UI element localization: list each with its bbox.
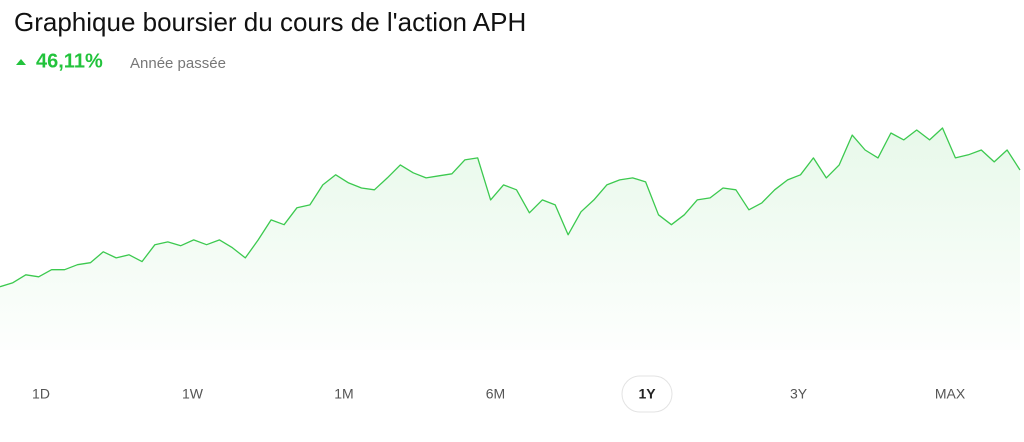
change-percent: 46,11% — [36, 50, 103, 72]
range-button[interactable]: 3Y — [790, 386, 808, 402]
area — [0, 128, 1020, 350]
range-button[interactable]: 1Y — [638, 386, 656, 402]
range-selected-pill — [621, 375, 673, 413]
period-label: Année passée — [130, 55, 226, 72]
range-button[interactable]: 6M — [486, 386, 505, 402]
range-button[interactable]: 1W — [182, 386, 204, 402]
price-line — [0, 127, 1021, 288]
chart-title: Graphique boursier du cours de l'action … — [14, 7, 526, 37]
range-button[interactable]: MAX — [935, 386, 966, 402]
range-button[interactable]: 1D — [32, 386, 50, 402]
range-button[interactable]: 1M — [334, 386, 353, 402]
up-arrow — [16, 59, 26, 65]
